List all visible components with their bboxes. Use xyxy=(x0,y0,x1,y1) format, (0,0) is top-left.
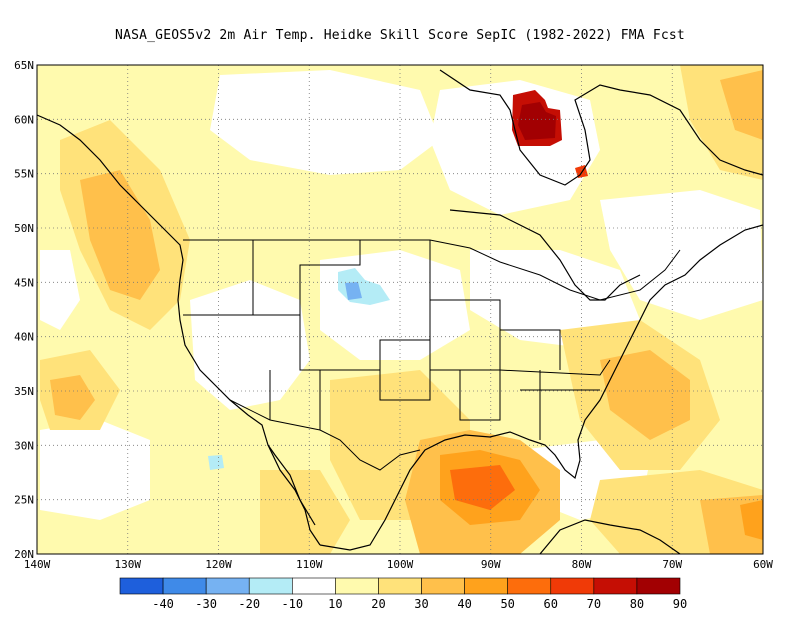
lat-tick-label: 40N xyxy=(14,331,34,344)
colorbar-label: 20 xyxy=(371,597,385,611)
colorbar-swatch xyxy=(119,577,164,595)
longitude-labels: 140W 130W 120W 110W 100W 90W 80W 70W 60W xyxy=(24,558,774,571)
colorbar-swatch xyxy=(248,577,293,595)
colorbar-label: 90 xyxy=(673,597,687,611)
lat-tick-label: 60N xyxy=(14,113,34,126)
lon-tick-label: 130W xyxy=(115,558,142,571)
colorbar-label: 60 xyxy=(544,597,558,611)
lon-tick-label: 80W xyxy=(572,558,592,571)
lat-tick-label: 20N xyxy=(14,548,34,561)
colorbar-swatch xyxy=(205,577,250,595)
lon-tick-label: 60W xyxy=(753,558,773,571)
graticule xyxy=(37,65,763,554)
lat-tick-label: 45N xyxy=(14,276,34,289)
colorbar-label: 10 xyxy=(328,597,342,611)
lon-tick-label: 70W xyxy=(662,558,682,571)
lat-tick-label: 35N xyxy=(14,385,34,398)
colorbar-swatch xyxy=(550,577,595,595)
colorbar-swatch xyxy=(292,577,336,595)
lat-tick-label: 50N xyxy=(14,222,34,235)
lat-tick-label: 30N xyxy=(14,439,34,452)
colorbar-swatch xyxy=(335,577,379,595)
colorbar-swatch xyxy=(593,577,638,595)
colorbar-label: -10 xyxy=(281,597,303,611)
colorbar-label: 30 xyxy=(414,597,428,611)
map-title: NASA_GEOS5v2 2m Air Temp. Heidke Skill S… xyxy=(115,28,685,43)
colorbar-label: -40 xyxy=(152,597,174,611)
lat-tick-label: 55N xyxy=(14,168,34,181)
lat-tick-label: 25N xyxy=(14,494,34,507)
colorbar-swatch xyxy=(464,577,508,595)
colorbar-swatch xyxy=(507,577,552,595)
colorbar-swatch xyxy=(636,577,681,595)
lon-tick-label: 100W xyxy=(387,558,414,571)
lon-tick-label: 120W xyxy=(205,558,232,571)
lat-tick-label: 65N xyxy=(14,59,34,72)
colorbar-label: 80 xyxy=(630,597,644,611)
colorbar-swatch xyxy=(421,577,465,595)
colorbar-label: 40 xyxy=(457,597,471,611)
plot-frame xyxy=(36,64,764,555)
lon-tick-label: 110W xyxy=(296,558,323,571)
colorbar-label: -20 xyxy=(238,597,260,611)
colorbar-label: 70 xyxy=(587,597,601,611)
colorbar-label: 50 xyxy=(500,597,514,611)
latitude-labels: 65N 60N 55N 50N 45N 40N 35N 30N 25N 20N xyxy=(14,59,34,561)
colorbar: -40 -30 -20 -10 10 20 30 40 50 60 70 80 90 xyxy=(119,577,687,611)
lon-tick-label: 90W xyxy=(481,558,501,571)
colorbar-label: -30 xyxy=(195,597,217,611)
lon-tick-label: 140W xyxy=(24,558,51,571)
colorbar-swatch xyxy=(378,577,422,595)
coastlines xyxy=(37,69,763,554)
political-boundaries xyxy=(183,239,681,471)
colorbar-swatch xyxy=(162,577,207,595)
